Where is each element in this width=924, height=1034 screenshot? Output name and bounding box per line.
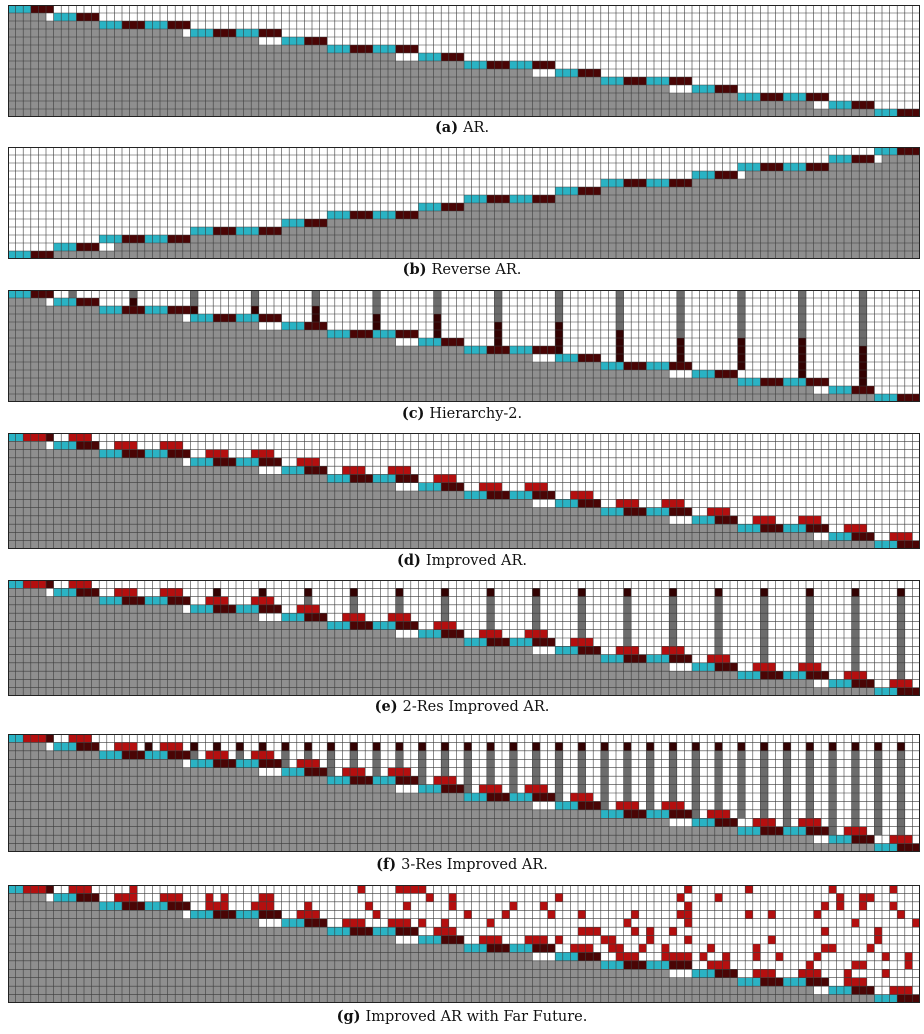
figure-panel-b: (b) Reverse AR.: [0, 147, 924, 285]
caption-g-title: Improved AR with Far Future.: [365, 1009, 588, 1025]
grid-lines: [8, 5, 920, 117]
caption-f: (f) 3-Res Improved AR.: [0, 856, 924, 873]
diagram-a: [8, 5, 920, 117]
generated-token-steps: [30, 580, 920, 696]
caption-b-title: Reverse AR.: [431, 262, 522, 278]
diagram-d: [8, 433, 920, 549]
caption-a-label: (a): [434, 119, 459, 136]
grid-border: [8, 580, 920, 696]
caption-d: (d) Improved AR.: [0, 552, 924, 569]
caption-g: (g) Improved AR with Far Future.: [0, 1008, 924, 1025]
grid-border: [8, 734, 920, 852]
grid-lines: [8, 147, 920, 259]
improved-token-steps: [23, 885, 913, 995]
caption-b: (b) Reverse AR.: [0, 261, 924, 278]
caption-c-title: Hierarchy-2.: [429, 406, 523, 422]
grid-lines: [8, 734, 920, 852]
generated-token-steps: [30, 433, 920, 549]
generated-token-steps: [30, 290, 920, 402]
grid-lines: [8, 580, 920, 696]
figure-panel-g: (g) Improved AR with Far Future.: [0, 885, 924, 1030]
diagram-f: [8, 734, 920, 852]
grid-lines: [8, 290, 920, 402]
grid-border: [8, 5, 920, 117]
current-token-steps: [8, 734, 898, 852]
figure-panel-a: (a) AR.: [0, 5, 924, 143]
generated-token-steps: [30, 5, 920, 117]
diagram-g: [8, 885, 920, 1003]
caption-e-label: (e): [374, 698, 398, 715]
current-token-steps: [8, 147, 898, 259]
current-token-steps: [8, 433, 898, 549]
far-future-tokens: [129, 885, 920, 978]
current-token-steps: [8, 580, 898, 696]
caption-g-label: (g): [336, 1008, 361, 1025]
generated-token-steps: [30, 885, 920, 1003]
grid-border: [8, 290, 920, 402]
diagram-c: [8, 290, 920, 402]
improved-token-steps: [23, 580, 913, 688]
grid-lines: [8, 433, 920, 549]
caption-c: (c) Hierarchy-2.: [0, 405, 924, 422]
generated-token-steps: [30, 147, 920, 259]
current-token-steps: [8, 290, 898, 402]
improved-token-steps: [23, 734, 913, 844]
diagram-b: [8, 147, 920, 259]
caption-b-label: (b): [402, 261, 427, 278]
caption-d-label: (d): [397, 552, 421, 569]
grid-border: [8, 147, 920, 259]
figure-panel-e: (e) 2-Res Improved AR.: [0, 580, 924, 718]
caption-a: (a) AR.: [0, 119, 924, 136]
grid-border: [8, 433, 920, 549]
figure-panel-d: (d) Improved AR.: [0, 433, 924, 571]
figure-panel-c: (c) Hierarchy-2.: [0, 290, 924, 428]
current-token-steps: [8, 5, 898, 117]
caption-d-title: Improved AR.: [425, 553, 527, 569]
grid-lines: [8, 885, 920, 1003]
caption-f-title: 3-Res Improved AR.: [401, 857, 548, 873]
caption-a-title: AR.: [463, 120, 490, 136]
diagram-e: [8, 580, 920, 696]
grid-border: [8, 885, 920, 1003]
improved-token-steps: [23, 433, 913, 541]
caption-e: (e) 2-Res Improved AR.: [0, 698, 924, 715]
caption-f-label: (f): [376, 856, 397, 873]
caption-c-label: (c): [401, 405, 425, 422]
figure-panel-f: (f) 3-Res Improved AR.: [0, 734, 924, 874]
caption-e-title: 2-Res Improved AR.: [402, 699, 550, 715]
current-token-steps: [8, 885, 898, 1003]
generated-token-steps: [30, 734, 920, 852]
